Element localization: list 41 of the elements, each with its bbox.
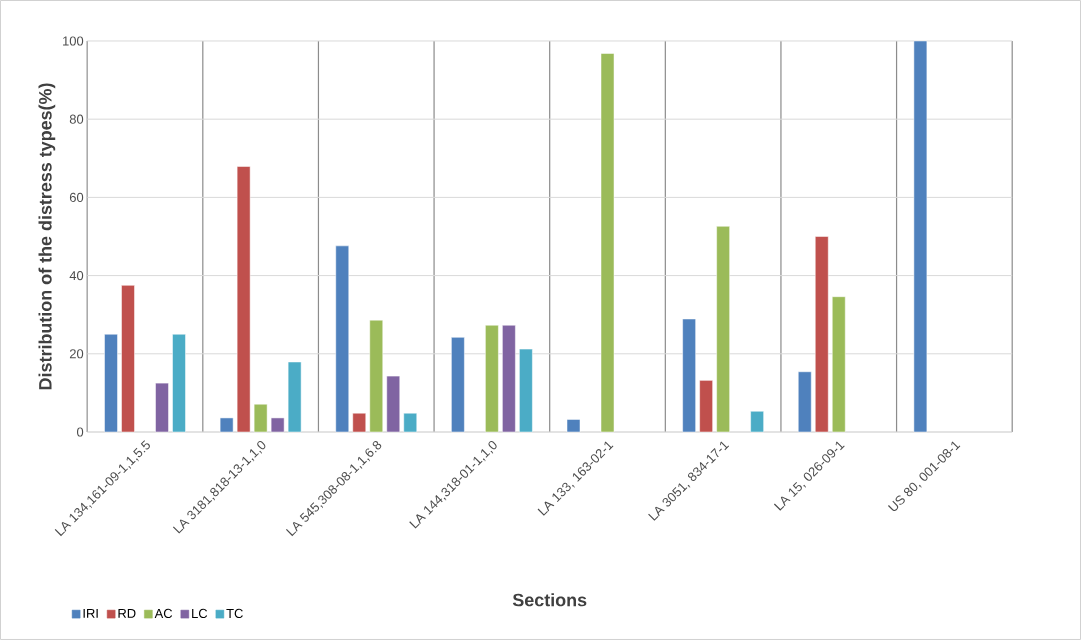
bar	[699, 380, 713, 433]
bar	[682, 318, 696, 433]
bar	[386, 375, 401, 433]
bar	[121, 285, 135, 433]
bar	[270, 417, 285, 433]
bar	[485, 324, 499, 433]
bar	[502, 324, 516, 433]
x-axis-title: Sections	[512, 593, 587, 607]
bar	[403, 412, 418, 433]
y-tick-label: 0	[76, 427, 84, 437]
bar	[566, 419, 581, 433]
y-tick-label: 40	[69, 271, 84, 281]
bar	[451, 337, 465, 433]
bar	[519, 348, 533, 433]
bar	[219, 417, 234, 433]
y-axis-title: Distribution of the distress types(%)	[38, 83, 56, 390]
bar	[716, 226, 730, 433]
bar	[913, 40, 928, 433]
bar	[287, 361, 302, 433]
bar	[369, 319, 384, 433]
bar	[253, 403, 268, 433]
y-tick-label: 60	[69, 192, 84, 202]
y-tick-label: 20	[69, 349, 84, 359]
bar	[236, 166, 251, 433]
bar	[335, 245, 350, 433]
y-tick-label: 100	[63, 36, 84, 46]
bar	[815, 236, 829, 433]
legend-label: AC	[154, 608, 173, 619]
y-tick-label: 80	[69, 114, 84, 124]
legend-label: IRI	[83, 608, 98, 618]
bar	[172, 333, 186, 433]
legend-label: LC	[192, 608, 208, 619]
bar	[750, 411, 764, 433]
bar	[155, 382, 169, 433]
legend-label: RD	[118, 608, 136, 618]
bar	[798, 371, 812, 433]
bar	[352, 412, 367, 433]
legend-label: TC	[226, 608, 243, 619]
bar	[600, 53, 615, 433]
bar	[104, 333, 118, 433]
bar	[832, 296, 846, 433]
